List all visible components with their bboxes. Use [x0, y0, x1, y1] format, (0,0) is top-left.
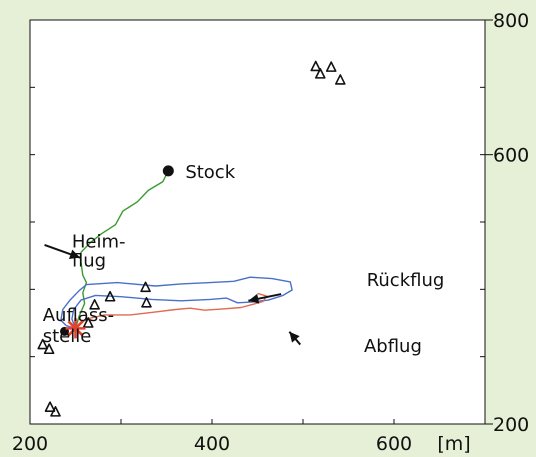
annotation-label: Abflug: [364, 336, 422, 357]
y-tick-label: 600: [493, 145, 529, 167]
triangle-marker: [310, 60, 322, 72]
tick-marks: [30, 19, 493, 425]
stock-label: Stock: [185, 162, 235, 183]
triangle-marker: [44, 401, 56, 412]
triangle-marker: [104, 290, 116, 302]
stock-marker: [162, 165, 174, 177]
triangle-marker: [141, 296, 152, 308]
annotation-label: stelle: [43, 326, 92, 347]
triangle-marker: [89, 299, 100, 310]
annotation-label: Heim-: [72, 232, 126, 253]
triangle-marker: [43, 343, 55, 355]
triangle-marker: [314, 68, 326, 79]
annotations: Stock Heim-flug Rückflug Auflass-stelle Abfl…: [43, 162, 445, 357]
plot-area: [29, 19, 486, 425]
triangle-marker: [335, 74, 346, 85]
flight-paths: [60, 170, 293, 330]
x-tick-label: 600: [376, 433, 412, 455]
annotation-label: Auflass-: [43, 305, 114, 326]
triangle-marker: [50, 406, 61, 417]
arrow-head: [68, 249, 81, 259]
triangle-marker: [325, 61, 337, 72]
y-tick-label: 800: [493, 10, 529, 32]
annotation-arrows: [44, 243, 302, 346]
series-line-0: [74, 170, 169, 329]
point-markers: [60, 165, 174, 339]
triangle-marker: [37, 338, 49, 350]
annotation-label: Rückflug: [367, 270, 445, 291]
release-star-stroke: [67, 320, 84, 337]
series-line-2: [75, 292, 268, 329]
triangle-markers: [37, 60, 346, 417]
triangle-marker: [140, 281, 151, 293]
arrow-head: [289, 331, 300, 343]
x-tick-label: 400: [194, 433, 230, 455]
x-unit-label: [m]: [437, 433, 470, 455]
triangle-marker: [82, 317, 94, 328]
annotation-label: flug: [72, 250, 106, 271]
arrow-head: [248, 293, 260, 304]
x-tick-label: 200: [12, 433, 48, 455]
tick-labels: 200 400 600 [m] 200 600 800: [12, 10, 529, 455]
series-line-1: [60, 276, 293, 330]
y-tick-label: 200: [493, 414, 529, 436]
